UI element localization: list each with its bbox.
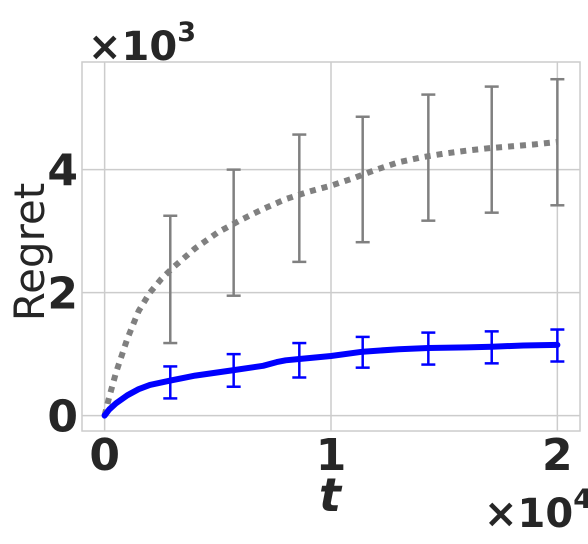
x-axis-label: t [319,468,343,522]
x-multiplier: ×104 [484,484,588,537]
series-line [101,341,561,419]
y-multiplier: ×103 [88,17,196,70]
x-tick-label: 1 [316,430,347,481]
y-multiplier-base: ×10 [88,24,177,70]
x-tick-label: 0 [89,430,120,481]
y-tick-label: 4 [47,146,78,197]
series-line [101,138,558,417]
x-multiplier-exponent: 4 [573,484,588,515]
series-2 [101,328,565,419]
tick-labels: 0 1 2 0 2 4 [47,146,572,481]
y-tick-label: 0 [47,392,78,443]
grid [82,62,580,431]
series-layer [101,77,565,419]
series-1 [101,77,565,417]
y-multiplier-exponent: 3 [177,17,196,48]
x-tick-label: 2 [542,430,573,481]
x-multiplier-base: ×10 [484,491,573,537]
y-axis-label: Regret [5,183,54,321]
y-tick-label: 2 [47,269,78,320]
plot-frame [81,61,581,432]
